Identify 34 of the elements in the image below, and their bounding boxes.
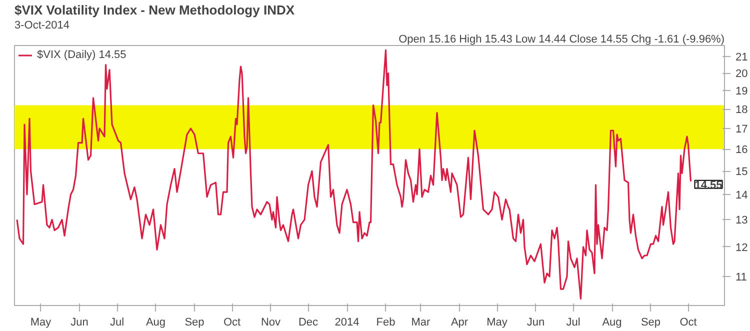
y-tick-label: 19: [736, 86, 748, 98]
text: Open 15.16 High 15.43 Low 14.44 Close 14.55 Chg -1.61 (-9.96%): [398, 34, 725, 46]
y-tick-label: 20: [736, 68, 748, 80]
y-tick-label: 18: [736, 104, 748, 116]
x-tick-label: Aug: [146, 316, 166, 328]
x-tick-label: Nov: [260, 316, 282, 328]
x-tick-label: Jul: [566, 316, 580, 328]
y-tick-label: 11: [736, 271, 747, 284]
y-tick-label: 15: [736, 166, 748, 178]
x-tick-label: Jun: [526, 316, 545, 328]
x-tick-label: Mar: [411, 316, 431, 328]
legend-label: $VIX (Daily) 14.55: [37, 49, 126, 61]
y-tick-label: 17: [736, 123, 748, 136]
x-tick-label: Jun: [70, 316, 88, 328]
x-tick-label: Dec: [298, 316, 319, 328]
x-tick-label: Feb: [376, 316, 396, 328]
y-tick-label: 21: [736, 52, 748, 64]
x-tick-label: May: [486, 316, 508, 328]
x-tick-label: Jul: [110, 316, 124, 328]
x-tick-label: Sep: [640, 316, 661, 328]
x-tick-label: Sep: [184, 316, 204, 328]
chart-subtitle: 3-Oct-2014: [14, 20, 70, 32]
line-series: [16, 49, 692, 300]
x-tick-label: Oct: [680, 316, 697, 328]
y-tick-label: 16: [736, 144, 748, 156]
x-tick-label: Oct: [223, 316, 241, 328]
y-tick-label: 14: [736, 189, 748, 202]
x-tick-label: Aug: [602, 316, 622, 328]
chart-title: $VIX Volatility Index - New Methodology INDX: [14, 2, 295, 18]
y-tick-label: 12: [736, 242, 748, 254]
x-tick-label: Apr: [450, 316, 468, 328]
x-tick-label: May: [30, 316, 52, 328]
y-tick-label: 13: [736, 214, 748, 227]
x-tick-label: 2014: [334, 316, 360, 328]
